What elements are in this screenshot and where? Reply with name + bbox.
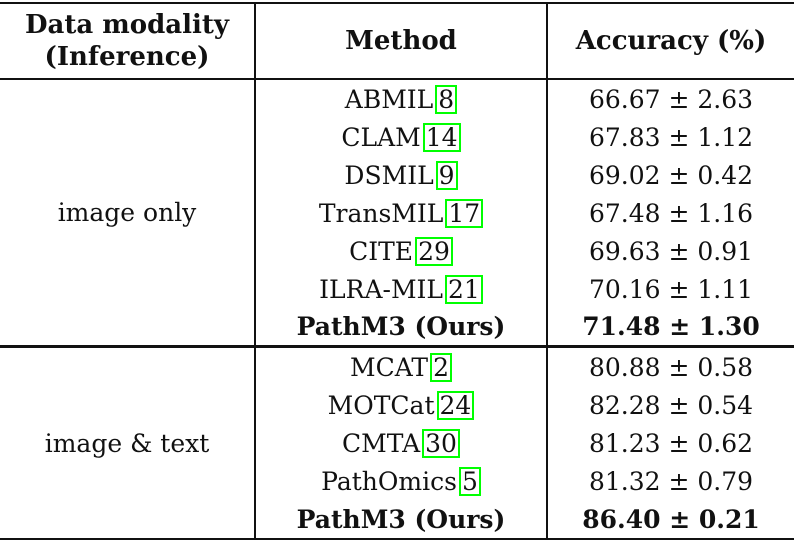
method-name-ours: PathM3 (Ours) — [296, 504, 506, 534]
citation-link[interactable]: 24 — [436, 390, 475, 420]
accuracy-cell: 81.32 ± 0.79 — [588, 466, 754, 496]
method-cell: CLAM 14 — [256, 118, 546, 156]
method-name: ILRA-MIL — [319, 274, 444, 304]
method-cell: CITE 29 — [256, 232, 546, 270]
bottom-rule — [0, 538, 794, 540]
method-name: ABMIL — [344, 84, 434, 114]
accuracy-cell: 82.28 ± 0.54 — [588, 390, 754, 420]
method-name: MOTCat — [327, 390, 435, 420]
method-cell: DSMIL 9 — [256, 156, 546, 194]
header-data-modality: Data modality (Inference) — [0, 4, 254, 78]
group-divider-rule — [0, 345, 794, 348]
citation-link[interactable]: 9 — [435, 160, 458, 190]
method-cell: ILRA-MIL 21 — [256, 270, 546, 308]
method-cell: TransMIL 17 — [256, 194, 546, 232]
method-cell: MOTCat 24 — [256, 386, 546, 424]
header-data-modality-line1: Data modality — [24, 9, 230, 40]
method-name: DSMIL — [344, 160, 434, 190]
header-rule — [0, 78, 794, 80]
accuracy-cell-ours: 86.40 ± 0.21 — [582, 504, 760, 534]
citation-link[interactable]: 30 — [422, 428, 460, 458]
accuracy-cell-ours: 71.48 ± 1.30 — [582, 312, 760, 341]
method-name: CMTA — [342, 428, 421, 458]
method-cell: CMTA 30 — [256, 424, 546, 462]
citation-link[interactable]: 2 — [430, 352, 452, 382]
citation-link[interactable]: 14 — [422, 122, 461, 152]
column-divider-right — [546, 2, 548, 540]
method-cell: MCAT 2 — [256, 348, 546, 386]
citation-link[interactable]: 8 — [435, 84, 458, 114]
accuracy-cell: 80.88 ± 0.58 — [588, 352, 754, 382]
citation-link[interactable]: 29 — [415, 236, 453, 266]
header-method: Method — [256, 4, 546, 78]
method-name: TransMIL — [318, 198, 444, 228]
header-method-label: Method — [345, 25, 457, 56]
accuracy-cell: 70.16 ± 1.11 — [588, 274, 754, 304]
method-cell-ours: PathM3 (Ours) — [256, 308, 546, 345]
citation-link[interactable]: 17 — [445, 198, 484, 228]
method-name-ours: PathM3 (Ours) — [296, 312, 506, 341]
method-name: CLAM — [341, 122, 421, 152]
accuracy-cell: 67.83 ± 1.12 — [588, 122, 754, 152]
header-accuracy: Accuracy (%) — [548, 4, 794, 78]
header-accuracy-label: Accuracy (%) — [575, 25, 767, 56]
column-divider-left — [254, 2, 256, 540]
method-name: PathOmics — [321, 466, 457, 496]
method-cell: ABMIL 8 — [256, 80, 546, 118]
citation-link[interactable]: 21 — [445, 274, 483, 304]
accuracy-cell: 69.63 ± 0.91 — [588, 236, 754, 266]
accuracy-cell: 69.02 ± 0.42 — [588, 160, 754, 190]
method-cell: PathOmics 5 — [256, 462, 546, 500]
header-data-modality-line2: (Inference) — [44, 42, 210, 72]
accuracy-cell: 66.67 ± 2.63 — [588, 84, 754, 114]
method-cell-ours: PathM3 (Ours) — [256, 500, 546, 538]
modality-image-text: image & text — [44, 428, 210, 458]
accuracy-cell: 67.48 ± 1.16 — [588, 198, 754, 228]
citation-link[interactable]: 5 — [458, 466, 481, 496]
modality-image-only: image only — [57, 198, 197, 227]
top-rule — [0, 2, 794, 4]
method-name: CITE — [349, 236, 414, 266]
accuracy-cell: 81.23 ± 0.62 — [588, 428, 754, 458]
method-name: MCAT — [350, 352, 429, 382]
